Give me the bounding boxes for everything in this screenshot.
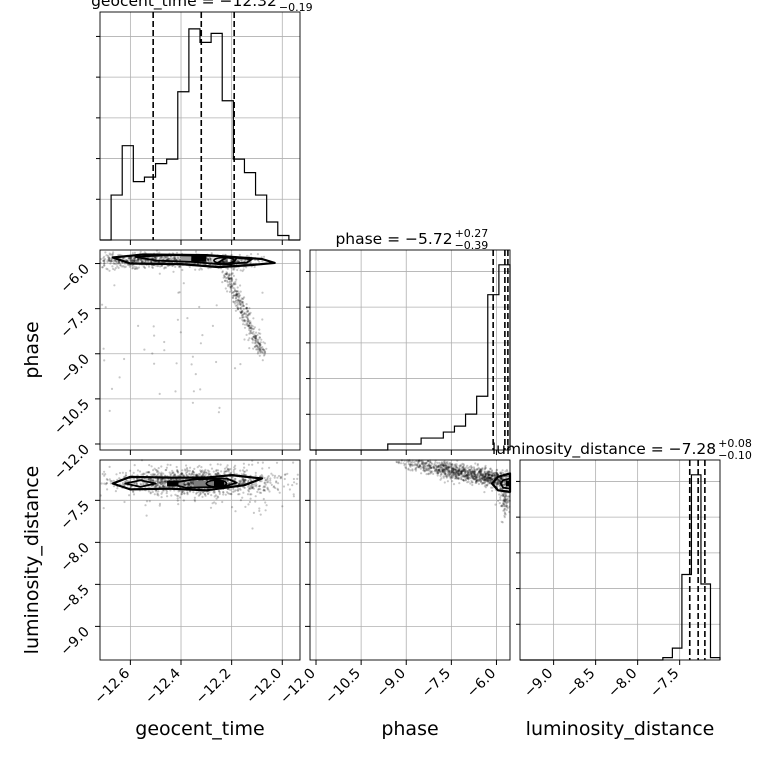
tick-label-phase: −12.0 [277,666,319,708]
tick-label-phase: −9.0 [374,666,409,701]
density-core [213,480,225,487]
tick-label-phase: −6.0 [57,261,92,296]
title-main: luminosity_distance = −7.28 [492,440,716,459]
tick-label-luminosity-distance: −8.5 [57,582,92,617]
tick-label-luminosity-distance: −9.0 [57,624,92,659]
density-core [505,480,510,487]
tick-label-phase: −12.0 [51,441,93,483]
tick-label-luminosity-distance: −7.5 [647,666,682,701]
title-lower-error: −0.39 [455,239,489,252]
panel-frame-4 [309,459,511,661]
histogram-geocent-time [100,28,300,241]
panel-frame-3 [309,249,511,451]
title-phase: phase = −5.72 +0.27−0.39 [335,227,488,252]
tick-label-phase: −10.5 [322,666,364,708]
tick-label-geocent-time: −12.2 [193,666,235,708]
title-upper-error: +0.27 [455,227,489,240]
tick-label-phase: −10.5 [51,396,93,438]
tick-label-luminosity-distance: −7.5 [57,498,92,533]
axis-label-phase-y: phase [21,321,43,378]
contour-phase-vs-geocent-time [134,254,253,265]
title-main: geocent_time = −12.32 [91,0,277,11]
contour-luminosity-distance-vs-geocent-time [167,477,238,489]
density-core [193,480,214,487]
axis-label-geocent-time: geocent_time [135,718,264,740]
title-upper-error: +0.08 [718,437,752,450]
data-layer [99,12,721,661]
histogram-phase [310,264,511,451]
scatter-luminosity-distance-vs-phase [395,458,511,494]
axis-label-phase: phase [381,718,438,740]
panel-frame-0 [99,11,301,241]
panel-frame-5 [519,459,721,661]
density-core [178,480,184,487]
contour-phase-vs-geocent-time [215,256,238,266]
tick-label-geocent-time: −12.0 [243,666,285,708]
title-lower-error: −0.19 [279,1,313,14]
tick-label-phase: −7.5 [419,666,454,701]
tick-label-luminosity-distance: −8.0 [605,666,640,701]
contour-phase-vs-geocent-time [213,256,235,265]
tick-label-luminosity-distance: −9.0 [521,666,556,701]
axis-label-luminosity-distance: luminosity_distance [526,718,715,740]
title-upper-error: +0.13 [279,0,313,2]
scatter-phase-vs-geocent-time [221,270,268,362]
contour-luminosity-distance-vs-geocent-time [124,479,157,488]
scatter-phase-vs-geocent-time [101,249,264,414]
panel-frame-2 [99,459,301,661]
contour-luminosity-distance-vs-geocent-time [205,479,228,488]
title-luminosity-distance: luminosity_distance = −7.28 +0.08−0.10 [492,437,752,462]
density-core [191,255,207,262]
tick-label-luminosity-distance: −8.0 [57,540,92,575]
frame-layer [95,11,721,665]
density-core [181,255,192,262]
tick-label-phase: −6.0 [464,666,499,701]
title-lower-error: −0.10 [718,449,752,462]
tick-label-geocent-time: −12.6 [92,665,134,707]
tick-label-phase: −9.0 [57,351,92,386]
tick-label-geocent-time: −12.4 [142,665,184,707]
title-main: phase = −5.72 [335,230,452,248]
panel-frame-1 [99,249,301,451]
tick-label-phase: −7.5 [57,306,92,341]
tick-label-luminosity-distance: −8.5 [563,666,598,701]
axis-label-luminosity-distance-y: luminosity_distance [21,466,43,655]
scatter-luminosity-distance-vs-phase [494,481,511,524]
contour-luminosity-distance-vs-geocent-time [111,474,264,492]
grid-layer [100,12,720,660]
title-geocent-time: geocent_time = −12.32+0.13−0.19 [91,0,313,14]
